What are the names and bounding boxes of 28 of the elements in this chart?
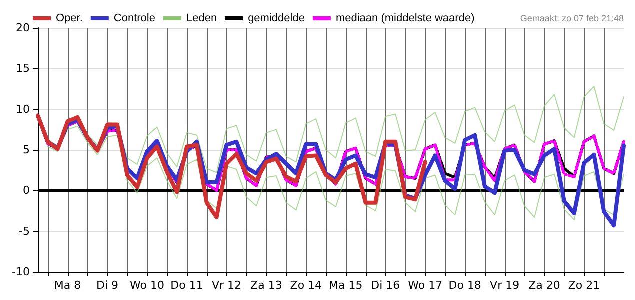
legend-label: Controle — [114, 12, 156, 24]
x-tick-label: Vr 12 — [212, 279, 242, 292]
legend-label: Oper. — [56, 12, 83, 24]
line-series — [36, 114, 428, 220]
x-tick-label: Ma 8 — [54, 279, 82, 292]
y-tick-label: 10 — [16, 102, 30, 116]
y-tick-label: 0 — [23, 184, 30, 198]
y-tick-label: -10 — [12, 266, 30, 278]
legend-label: mediaan (middelste waarde) — [336, 12, 475, 24]
y-tick-label: 20 — [16, 22, 30, 34]
x-tick-label: Zo 21 — [568, 279, 600, 292]
y-tick-label: 15 — [16, 62, 30, 76]
text: Gemaakt: zo 07 feb 21:48 — [520, 14, 624, 24]
x-tick-label: Di 16 — [371, 279, 400, 292]
x-tick-label: Zo 14 — [290, 279, 322, 292]
x-tick-label: Wo 10 — [130, 279, 164, 292]
x-tick-label: Za 13 — [250, 279, 282, 292]
x-tick-label: Di 9 — [96, 279, 119, 292]
x-tick-label: Do 11 — [170, 279, 204, 292]
x-tick-label: Ma 15 — [329, 279, 363, 292]
legend-label: Leden — [186, 12, 218, 24]
y-tick-label: -5 — [19, 224, 30, 238]
x-tick-label: Vr 19 — [490, 279, 520, 292]
y-tick-label: 5 — [23, 144, 30, 156]
legend-label: gemiddelde — [248, 12, 305, 24]
x-tick-label: Za 20 — [528, 279, 560, 292]
x-tick-label: Wo 17 — [408, 279, 443, 292]
x-tick-label: Do 18 — [448, 279, 482, 292]
